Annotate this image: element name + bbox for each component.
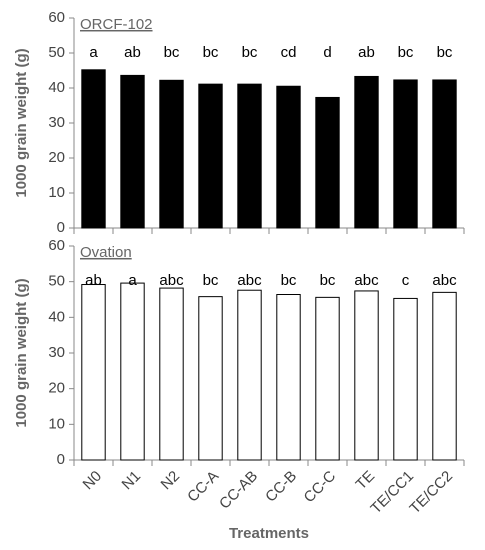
bar xyxy=(81,69,106,229)
x-tick-label: CC-AB xyxy=(216,468,261,513)
significance-letter: bc xyxy=(242,44,258,61)
significance-letter: c xyxy=(402,272,410,289)
significance-letter: bc xyxy=(320,272,336,289)
x-tick-label: TE/CC2 xyxy=(406,468,456,518)
bar xyxy=(198,83,223,229)
significance-letter: a xyxy=(89,44,98,61)
significance-letter: bc xyxy=(203,44,219,61)
significance-letter: ab xyxy=(124,44,141,61)
significance-letter: bc xyxy=(398,44,414,61)
x-tick-label: N2 xyxy=(158,468,184,494)
significance-letter: abc xyxy=(159,272,184,289)
x-tick-label: N0 xyxy=(80,468,106,494)
bar xyxy=(432,79,457,229)
bar xyxy=(159,287,184,461)
y-tick-label: 50 xyxy=(48,273,65,290)
y-tick-label: 60 xyxy=(48,237,65,254)
significance-letter: bc xyxy=(164,44,180,61)
y-tick-label: 50 xyxy=(48,44,65,61)
significance-letter: ab xyxy=(358,44,375,61)
bar xyxy=(81,284,106,461)
bar xyxy=(354,75,379,229)
bar xyxy=(354,290,379,461)
y-tick-label: 10 xyxy=(48,415,65,432)
significance-letter: d xyxy=(323,44,331,61)
bar xyxy=(276,294,301,461)
bar xyxy=(315,296,340,461)
bar xyxy=(393,297,418,461)
panel-label: ORCF-102 xyxy=(80,16,153,33)
bar xyxy=(237,289,262,461)
significance-letter: cd xyxy=(281,44,297,61)
bar xyxy=(120,74,145,229)
x-tick-label: TE xyxy=(353,468,379,494)
panel-label: Ovation xyxy=(80,244,132,261)
y-tick-label: 40 xyxy=(48,308,65,325)
significance-letter: bc xyxy=(281,272,297,289)
y-tick-label: 60 xyxy=(48,9,65,26)
bar xyxy=(276,85,301,229)
y-axis-title: 1000 grain weight (g) xyxy=(13,48,30,197)
bar xyxy=(237,83,262,229)
y-tick-label: 30 xyxy=(48,114,65,131)
y-tick-label: 20 xyxy=(48,380,65,397)
bar xyxy=(120,282,145,461)
y-tick-label: 30 xyxy=(48,344,65,361)
bar xyxy=(393,79,418,229)
significance-letter: ab xyxy=(85,272,102,289)
significance-letter: abc xyxy=(354,272,379,289)
bar xyxy=(198,296,223,461)
y-axis-title: 1000 grain weight (g) xyxy=(13,278,30,427)
y-tick-label: 40 xyxy=(48,79,65,96)
y-tick-label: 20 xyxy=(48,149,65,166)
x-tick-label: CC-C xyxy=(301,468,340,507)
significance-letter: bc xyxy=(203,272,219,289)
y-tick-label: 0 xyxy=(57,219,65,236)
significance-letter: abc xyxy=(432,272,457,289)
x-tick-label: CC-B xyxy=(262,468,300,506)
bar xyxy=(159,79,184,229)
significance-letter: abc xyxy=(237,272,262,289)
bar xyxy=(315,96,340,229)
significance-letter: a xyxy=(128,272,137,289)
significance-letter: bc xyxy=(437,44,453,61)
x-tick-label: N1 xyxy=(119,468,145,494)
bar xyxy=(432,291,457,461)
x-axis-title: Treatments xyxy=(229,525,309,542)
y-tick-label: 0 xyxy=(57,451,65,468)
y-tick-label: 10 xyxy=(48,184,65,201)
